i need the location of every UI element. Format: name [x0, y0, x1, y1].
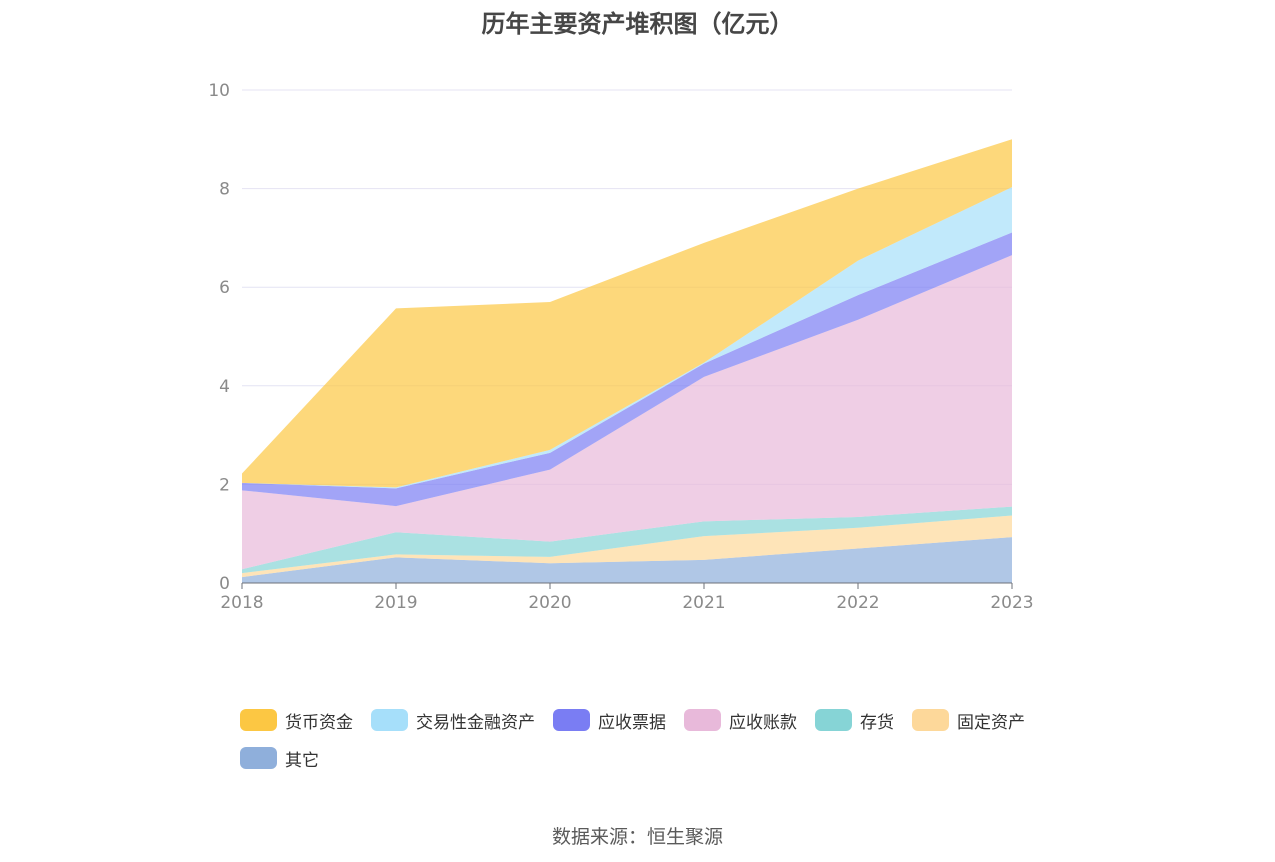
legend-swatch: [553, 709, 590, 731]
legend-item[interactable]: 固定资产: [912, 708, 1025, 733]
y-tick-label: 4: [219, 377, 230, 397]
legend-item[interactable]: 货币资金: [240, 708, 353, 733]
legend-swatch: [371, 709, 408, 731]
source-note: 数据来源：恒生聚源: [551, 826, 723, 848]
x-tick-label: 2021: [682, 593, 725, 613]
area-固定资产: [242, 515, 1012, 578]
legend-item[interactable]: 其它: [240, 746, 319, 771]
chart-title: 历年主要资产堆积图（亿元）: [481, 10, 794, 38]
legend-swatch: [240, 709, 277, 731]
y-tick-label: 6: [219, 278, 230, 298]
legend-label: 交易性金融资产: [416, 712, 535, 733]
x-tick-label: 2018: [220, 593, 263, 613]
legend-label: 应收账款: [729, 712, 797, 733]
legend: 货币资金 交易性金融资产 应收票据 应收账款 存货 固定资产其它: [240, 708, 1080, 771]
x-tick-label: 2022: [836, 593, 879, 613]
legend-swatch: [815, 709, 852, 731]
y-tick-label: 0: [219, 574, 230, 594]
legend-item[interactable]: 存货: [815, 708, 894, 733]
legend-label: 应收票据: [598, 712, 666, 733]
legend-label: 其它: [285, 750, 319, 771]
legend-item[interactable]: 应收票据: [553, 708, 666, 733]
stacked-area-chart: 0 2 4 6 8 10 2018 2019 2020 2021 2022 2023: [208, 81, 1033, 613]
y-tick-label: 2: [219, 475, 230, 495]
area-应收账款: [242, 255, 1012, 570]
legend-item[interactable]: 应收账款: [684, 708, 797, 733]
x-tick-label: 2023: [990, 593, 1033, 613]
y-tick-label: 8: [219, 180, 230, 200]
x-tick-label: 2020: [528, 593, 571, 613]
y-tick-label: 10: [208, 81, 230, 101]
legend-label: 固定资产: [957, 712, 1025, 733]
area-series-group: [242, 139, 1012, 583]
area-存货: [242, 506, 1012, 574]
legend-item[interactable]: 交易性金融资产: [371, 708, 535, 733]
legend-swatch: [684, 709, 721, 731]
area-货币资金: [242, 139, 1012, 488]
x-tick-label: 2019: [374, 593, 417, 613]
legend-swatch: [240, 747, 277, 769]
legend-swatch: [912, 709, 949, 731]
legend-label: 货币资金: [285, 712, 353, 733]
legend-label: 存货: [860, 712, 894, 733]
axes: 0 2 4 6 8 10 2018 2019 2020 2021 2022 2023: [208, 81, 1033, 613]
area-其它: [242, 537, 1012, 583]
